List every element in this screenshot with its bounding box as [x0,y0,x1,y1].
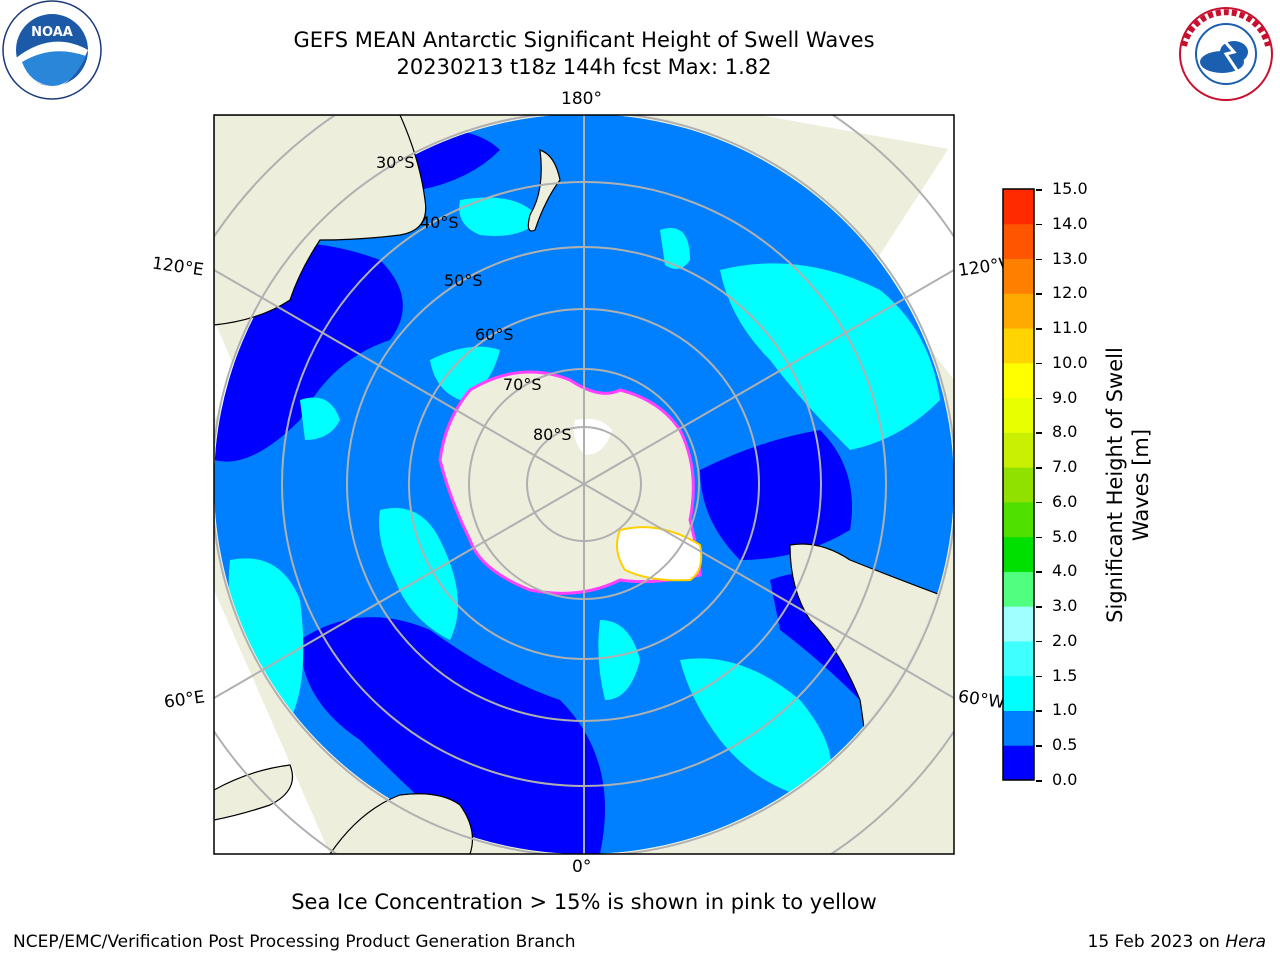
map-title: GEFS MEAN Antarctic Significant Height o… [293,28,875,52]
colorbar-swatch [1003,189,1034,225]
colorbar-swatch [1003,536,1034,572]
lon-label-0: 0° [572,857,592,877]
colorbar-tick-mark [1036,467,1042,469]
lat-label-40s: 40°S [420,213,459,232]
lat-label-80s: 80°S [533,425,572,444]
colorbar-tick-label: 3.0 [1052,596,1078,616]
colorbar-tick-mark [1036,606,1042,608]
colorbar-tick-label: 9.0 [1052,387,1078,407]
lat-label-70s: 70°S [503,375,542,394]
map-frame [213,114,955,855]
colorbar [1002,188,1035,781]
colorbar-tick-mark [1036,258,1042,261]
colorbar-tick-label: 12.0 [1052,283,1088,303]
colorbar-swatch [1003,328,1034,364]
colorbar-tick-label: 0.0 [1052,770,1078,789]
colorbar-tick-mark [1036,432,1042,434]
madagascar [214,764,294,821]
africa-south [329,793,473,854]
colorbar-tick-label: 1.5 [1052,665,1078,685]
colorbar-swatch [1003,432,1034,468]
colorbar-tick-label: 13.0 [1052,248,1088,268]
colorbar-tick-mark [1036,362,1042,365]
colorbar-swatch [1003,571,1034,607]
colorbar-tick-label: 0.5 [1052,735,1078,755]
colorbar-swatch [1003,467,1034,503]
colorbar-tick-label: 11.0 [1052,318,1088,338]
colorbar-tick-mark [1036,397,1042,400]
colorbar-swatch [1003,293,1034,329]
australia [214,115,427,326]
colorbar-swatch [1003,223,1034,260]
colorbar-tick-label: 8.0 [1052,422,1078,442]
colorbar-tick-label: 5.0 [1052,526,1078,546]
colorbar-tick-mark [1036,501,1042,504]
colorbar-tick-label: 15.0 [1052,179,1088,198]
footer-date: 15 Feb 2023 on Hera [1087,932,1266,952]
new-zealand [527,149,561,232]
colorbar-swatch [1003,675,1034,711]
colorbar-swatch [1003,710,1034,746]
colorbar-swatch [1003,606,1034,642]
colorbar-tick-label: 6.0 [1052,491,1078,511]
colorbar-tick-label: 10.0 [1052,352,1088,372]
graticule [214,115,954,854]
map-subtitle: 20230213 t18z 144h fcst Max: 1.82 [396,55,772,79]
colorbar-swatch [1003,362,1034,399]
colorbar-tick-label: 2.0 [1052,630,1078,650]
colorbar-tick-mark [1036,745,1042,747]
colorbar-tick-mark [1036,328,1042,330]
colorbar-tick-mark [1036,293,1042,295]
colorbar-tick-label: 4.0 [1052,561,1078,581]
colorbar-tick-mark [1036,710,1042,712]
colorbar-swatch [1003,258,1034,294]
colorbar-tick-mark [1036,640,1042,643]
colorbar-tick-mark [1036,189,1042,191]
colorbar-tick-label: 7.0 [1052,457,1078,477]
lat-label-50s: 50°S [444,271,483,290]
colorbar-tick-mark [1036,223,1042,226]
lat-label-60s: 60°S [475,325,514,344]
colorbar-tick-mark [1036,571,1042,573]
svg-text:NOAA: NOAA [31,25,73,40]
colorbar-swatch [1003,745,1034,781]
colorbar-tick-mark [1036,780,1042,782]
colorbar-swatch [1003,501,1034,538]
noaa-logo: NOAA [0,0,106,108]
colorbar-tick-label: 14.0 [1052,213,1088,233]
lat-label-30s: 30°S [376,153,415,172]
colorbar-swatch [1003,640,1034,677]
lon-label-180: 180° [561,89,602,109]
sea-ice-note: Sea Ice Concentration > 15% is shown in … [291,890,877,914]
colorbar-label: Significant Height of Swell Waves [m] [1103,347,1153,623]
colorbar-swatch [1003,397,1034,433]
colorbar-tick-mark [1036,675,1042,678]
footer-credit: NCEP/EMC/Verification Post Processing Pr… [13,932,576,952]
nws-logo [1176,6,1276,106]
colorbar-tick-mark [1036,536,1042,539]
colorbar-tick-label: 1.0 [1052,700,1078,720]
